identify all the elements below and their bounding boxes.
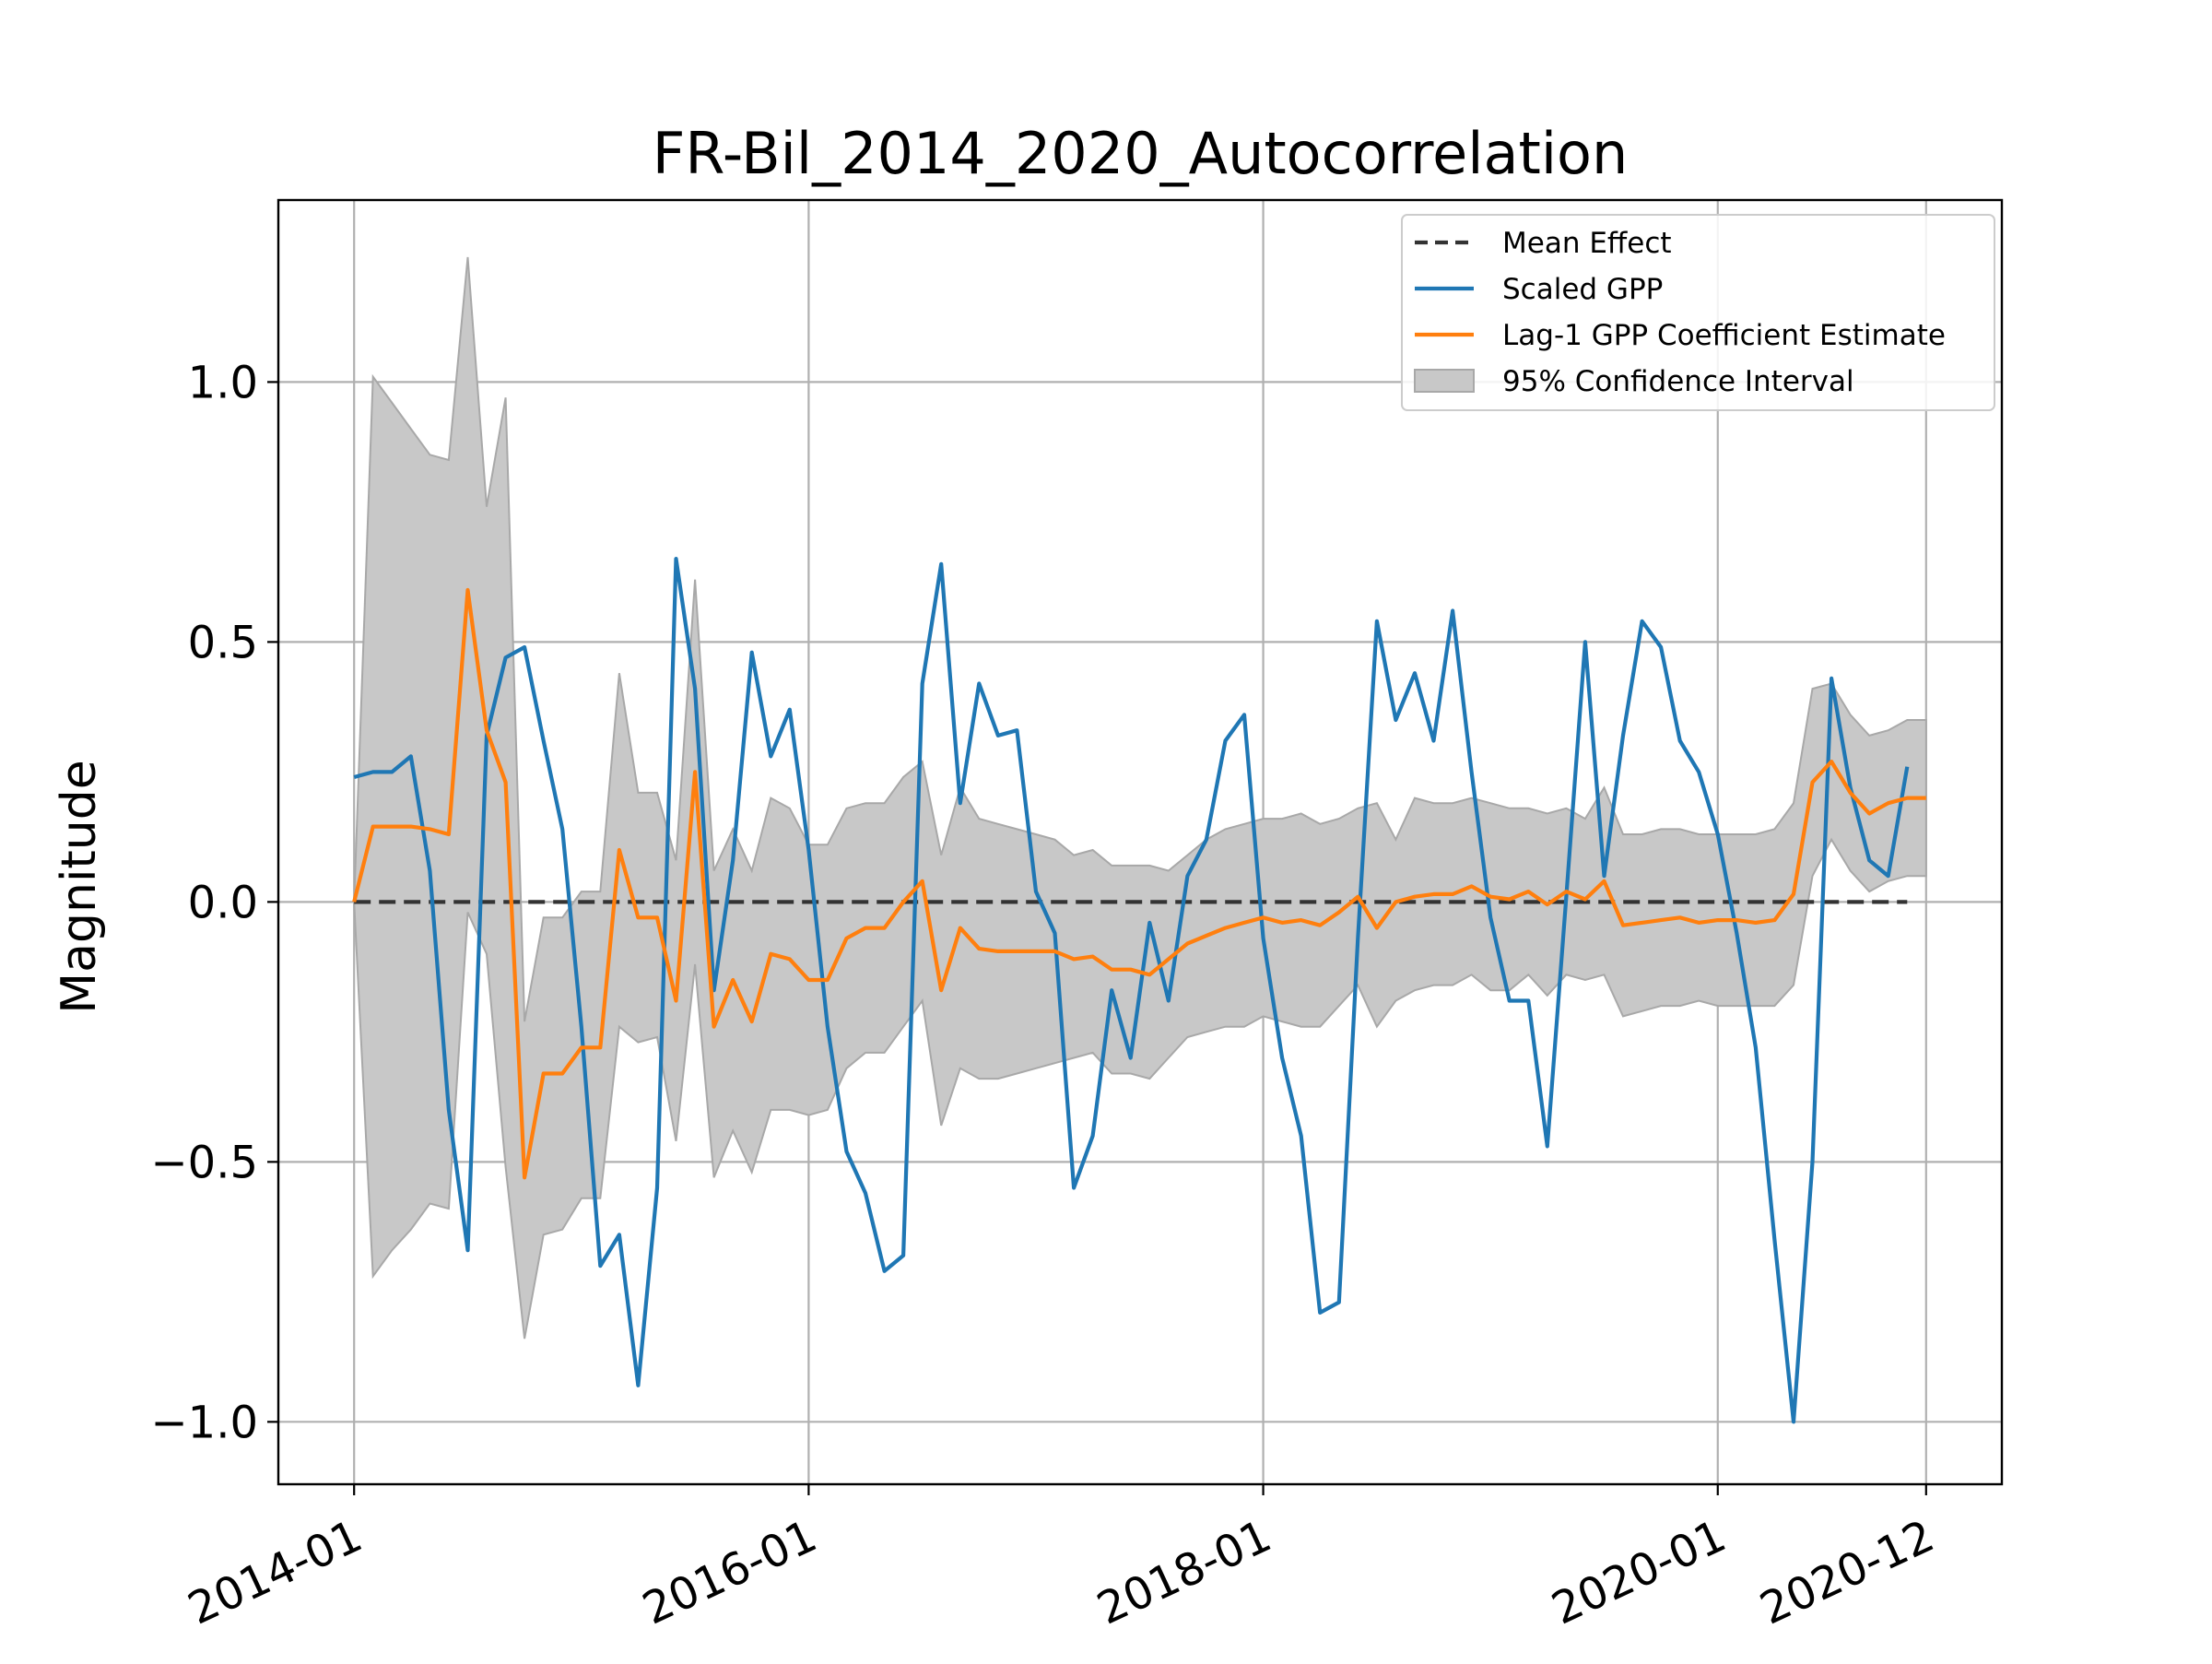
x-tick-label: 2014-01 [181,1510,370,1635]
legend-box [1401,214,1995,411]
lag1-coefficient-line [352,587,1926,1180]
confidence-band [353,256,1927,1339]
axes-frame [276,198,2004,1486]
y-tick-label: 1.0 [188,357,258,408]
scaled-gpp-line [353,556,1910,1424]
x-tick-label: 2020-12 [1752,1510,1941,1635]
legend-entry-label: Mean Effect [1502,227,1672,260]
y-axis-label: Magnitude [52,760,107,1014]
x-tick-label: 2016-01 [635,1510,824,1635]
legend-entry-label: Lag-1 GPP Coefficient Estimate [1502,319,1946,352]
y-tick-label: 0.5 [188,617,258,668]
legend-swatch-band [1414,369,1475,393]
y-tick-label: 0.0 [188,877,258,928]
chart-title: FR-Bil_2014_2020_Autocorrelation [653,120,1629,187]
legend: Mean Effect Scaled GPP Lag-1 GPP Coefficie… [1401,214,1995,411]
legend-entry-label: Scaled GPP [1502,273,1663,306]
series-layer [352,556,1926,1424]
legend-entry-label: 95% Confidence Interval [1502,365,1854,398]
confidence-band-layer [353,256,1927,1339]
x-tick-label: 2018-01 [1089,1510,1278,1635]
y-tick-label: −1.0 [150,1397,258,1448]
axes-frame-layer [276,198,2004,1486]
x-tick-label: 2020-01 [1544,1510,1733,1635]
y-tick-label: −0.5 [150,1137,258,1188]
